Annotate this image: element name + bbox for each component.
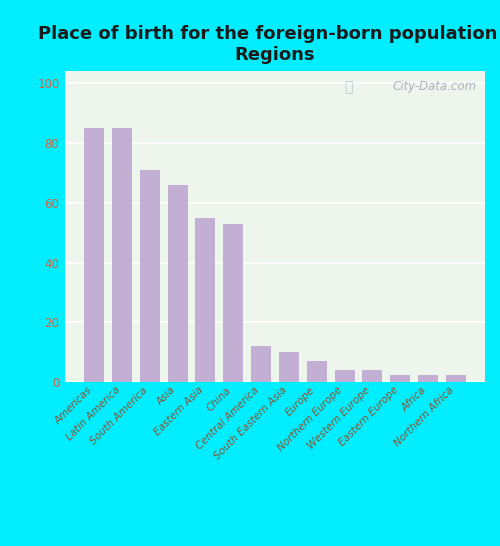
Bar [362, 370, 382, 382]
Bar [196, 218, 216, 382]
Bar [251, 346, 271, 382]
Bar [334, 370, 354, 382]
Bar [112, 128, 132, 382]
Title: Place of birth for the foreign-born population -
Regions: Place of birth for the foreign-born popu… [38, 25, 500, 64]
Bar [390, 375, 410, 382]
Bar [418, 375, 438, 382]
Bar [140, 170, 160, 382]
Bar [306, 361, 327, 382]
Bar [84, 128, 104, 382]
Bar [446, 375, 466, 382]
Bar [168, 185, 188, 382]
Bar [223, 224, 244, 382]
Text: ⌕: ⌕ [344, 80, 352, 94]
Text: City-Data.com: City-Data.com [392, 80, 476, 93]
Bar [279, 352, 299, 382]
